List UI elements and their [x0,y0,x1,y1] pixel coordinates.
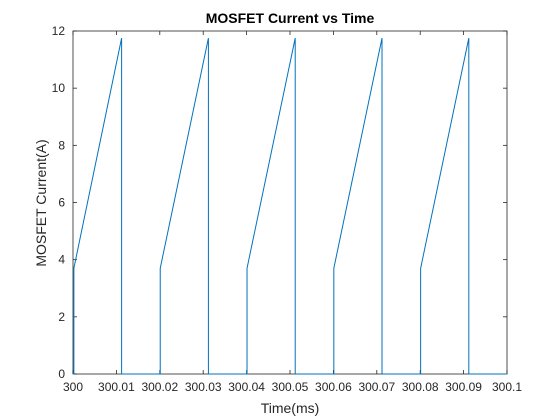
x-tick-label: 300.1 [492,380,522,394]
y-tick-label: 0 [58,367,65,381]
y-tick-label: 6 [58,196,65,210]
y-tick-label: 4 [58,253,65,267]
x-tick-label: 300.02 [141,380,178,394]
y-tick-label: 2 [58,310,65,324]
y-tick-label: 8 [58,138,65,152]
x-tick-label: 300.04 [228,380,265,394]
x-tick-label: 300.05 [272,380,309,394]
x-tick-label: 300.01 [98,380,135,394]
chart-title: MOSFET Current vs Time [206,10,375,26]
y-tick-label: 10 [52,81,66,95]
x-tick-label: 300.07 [358,380,395,394]
x-tick-label: 300 [63,380,83,394]
x-tick-label: 300.08 [402,380,439,394]
x-axis-label: Time(ms) [261,400,320,416]
series-line [73,38,507,375]
x-tick-label: 300.03 [185,380,222,394]
axes-box [72,30,508,375]
x-tick-label: 300.06 [315,380,352,394]
y-tick-label: 12 [52,24,66,38]
x-tick-label: 300.09 [445,380,482,394]
y-axis-label: MOSFET Current(A) [33,139,49,266]
plot-area: 300 300.01 300.02 300.03 300.04 300.05 300.06 3… [52,24,523,394]
